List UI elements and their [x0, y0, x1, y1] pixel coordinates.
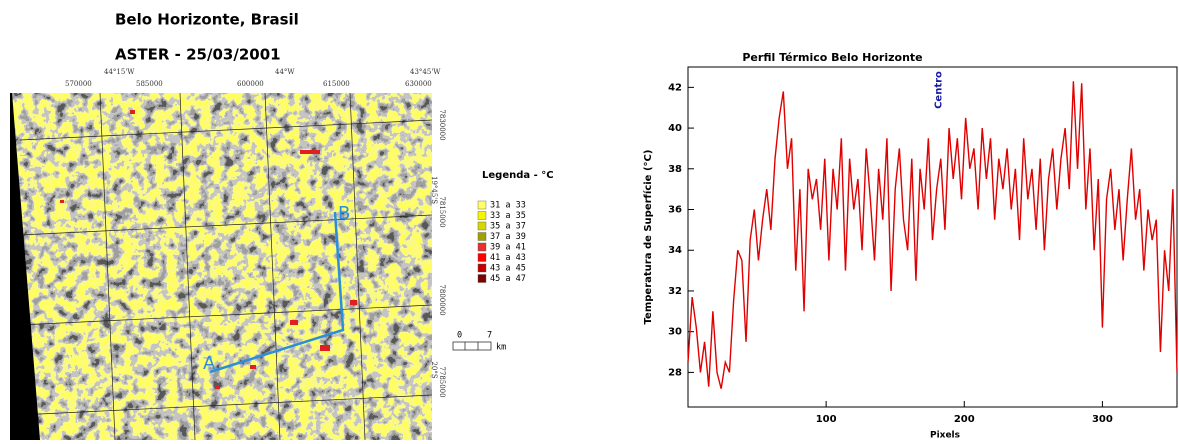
y-tick-label: 32: [668, 286, 682, 297]
thermal-image: [12, 93, 432, 440]
x-axis-label: Pixels: [930, 431, 960, 441]
legend-label: 33 a 35: [490, 211, 526, 221]
latitude: 20°S: [430, 361, 438, 378]
legend-label: 41 a 43: [490, 253, 526, 263]
x-tick-label: 300: [1092, 414, 1113, 425]
y-coord: 7785000: [438, 366, 446, 397]
y-tick-label: 36: [668, 205, 682, 216]
profile-label: A: [203, 353, 216, 374]
chart: Perfil Térmico Belo Horizonte Pixels Tempe…: [642, 51, 1178, 441]
temperature-line: [687, 81, 1178, 389]
legend-label: 37 a 39: [490, 232, 526, 242]
y-coord: 7815000: [438, 196, 446, 227]
longitude: 44°15'W: [104, 68, 135, 76]
map-title: Belo Horizonte, Brasil: [115, 11, 299, 29]
scale-label: 7: [487, 331, 492, 341]
legend-label: 45 a 47: [490, 274, 526, 284]
x-coord: 615000: [323, 80, 350, 88]
legend-label: 39 a 41: [490, 243, 526, 253]
scale-label: 0: [457, 331, 462, 341]
y-coord: 7800000: [438, 284, 446, 315]
latitude: 19°45'S: [430, 176, 438, 204]
legend-swatch: [477, 200, 487, 210]
legend-label: 43 a 45: [490, 264, 526, 274]
thermal-texture: [12, 93, 432, 440]
y-tick-label: 40: [668, 123, 682, 134]
legend-swatch: [477, 211, 487, 220]
y-axis-label: Temperatura de Superfície (°C): [642, 150, 654, 325]
longitude: 43°45'W: [410, 68, 441, 76]
legend-title: Legenda - °C: [482, 170, 554, 181]
chart-title: Perfil Térmico Belo Horizonte: [742, 51, 922, 64]
map-subtitle: ASTER - 25/03/2001: [115, 46, 281, 64]
x-tick-label: 200: [954, 414, 975, 425]
legend-swatch: [477, 232, 487, 241]
legend-swatch: [477, 253, 487, 262]
x-coord: 600000: [237, 80, 264, 88]
x-tick-label: 100: [816, 414, 837, 425]
profile-label: B: [338, 203, 350, 224]
x-coord: 585000: [136, 80, 163, 88]
legend-swatch: [477, 242, 487, 252]
longitude: 44°W: [275, 68, 295, 76]
legend-label: 35 a 37: [490, 222, 526, 232]
profile-line: [209, 211, 345, 374]
legend-swatch: [477, 221, 487, 231]
x-coord: 630000: [405, 80, 432, 88]
y-tick-label: 28: [668, 367, 682, 378]
map-grid: [19, 93, 432, 440]
legend-swatch: [477, 274, 487, 283]
legend-label: 31 a 33: [490, 201, 526, 211]
hot-spots: [60, 110, 357, 389]
x-coord: 570000: [65, 80, 92, 88]
y-tick-label: 42: [668, 82, 682, 93]
annotation: Centro: [933, 71, 944, 109]
y-tick-label: 38: [668, 164, 682, 175]
y-tick-label: 34: [668, 245, 682, 256]
scale-bar: [452, 341, 492, 351]
plot-frame: [687, 66, 1178, 408]
y-tick-label: 30: [668, 327, 682, 338]
legend-swatch: [477, 263, 487, 273]
scale-unit: km: [496, 343, 506, 353]
y-coord: 7830000: [438, 109, 446, 140]
